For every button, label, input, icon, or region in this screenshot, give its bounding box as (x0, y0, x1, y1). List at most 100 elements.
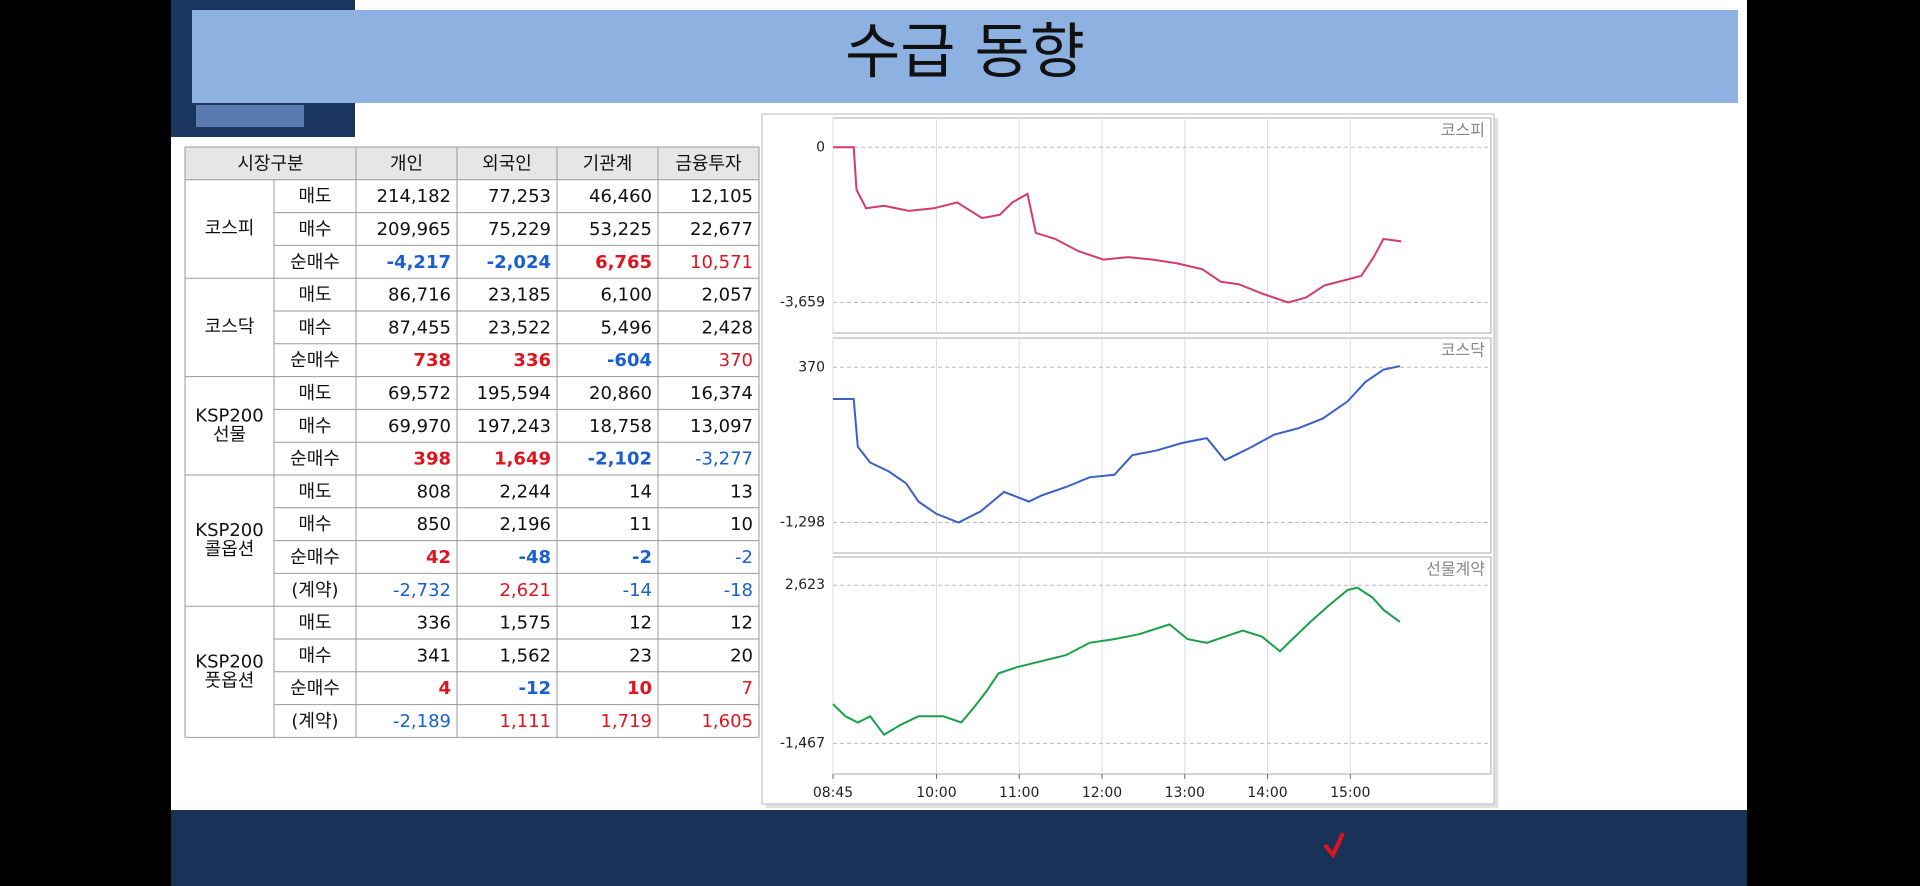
table-cell: -3,277 (695, 449, 753, 470)
plot-frame (832, 337, 1492, 554)
group-name: KSP200 (195, 651, 263, 672)
table-cell: 197,243 (477, 416, 551, 437)
table-cell: 1,649 (494, 449, 551, 470)
x-tick-label: 12:00 (1082, 785, 1122, 801)
row-label: 매도 (298, 481, 331, 502)
table-cell: 75,229 (488, 219, 551, 240)
row-label: 매수 (298, 219, 331, 240)
table-cell: 53,225 (589, 219, 652, 240)
footer-band (171, 810, 1747, 886)
table-cell: 16,374 (690, 383, 753, 404)
table-cell: 1,111 (499, 711, 551, 732)
table-cell: -4,217 (387, 252, 451, 273)
y-tick-label: -1,467 (780, 735, 825, 751)
table-cell: 1,719 (600, 711, 652, 732)
y-tick-label: 0 (816, 139, 825, 155)
table-cell: 10,571 (690, 252, 753, 273)
table-cell: 1,562 (499, 645, 551, 666)
table-cell: -2,102 (588, 449, 652, 470)
x-tick-label: 11:00 (999, 785, 1039, 801)
table-cell: 86,716 (388, 285, 451, 306)
table-cell: 69,572 (388, 383, 451, 404)
table-cell: 336 (417, 613, 451, 634)
table-cell: 195,594 (477, 383, 551, 404)
table-cell: -2,189 (393, 711, 451, 732)
header-cell: 개인 (390, 153, 423, 174)
table-cell: 336 (513, 350, 551, 371)
table-cell: 23 (629, 645, 652, 666)
data-line (833, 146, 1402, 304)
row-label: 순매수 (290, 252, 340, 273)
header-cell: 외국인 (482, 153, 532, 174)
table-cell: 341 (417, 645, 451, 666)
check-mark (1323, 832, 1345, 859)
table-cell: -2,024 (487, 252, 551, 273)
table-cell: 1,605 (701, 711, 753, 732)
table-cell: 18,758 (589, 416, 652, 437)
table-cell: 808 (417, 481, 451, 502)
row-label: 매도 (298, 186, 331, 207)
row-label: 매수 (298, 645, 331, 666)
row-label: 매수 (298, 317, 331, 338)
table-cell: 5,496 (600, 317, 652, 338)
header-cell: 기관계 (583, 153, 633, 174)
title-banner (192, 10, 1738, 103)
data-line (832, 586, 1401, 737)
table-cell: 370 (719, 350, 753, 371)
table-cell: 22,677 (690, 219, 753, 240)
table-cell: -48 (518, 547, 551, 568)
table-cell: 12 (730, 613, 753, 634)
table-cell: 2,428 (701, 317, 753, 338)
plot-frame (832, 117, 1492, 334)
table-header-bg (185, 147, 759, 180)
group-name: 풋옵션 (205, 670, 255, 691)
table-cell: 6,765 (595, 252, 652, 273)
row-label: 순매수 (290, 350, 340, 371)
table-cell: 12 (629, 613, 652, 634)
chart-title: 코스닥 (1441, 341, 1485, 360)
table-cell: 10 (627, 678, 652, 699)
table-cell: 214,182 (377, 186, 451, 207)
table-cell: 209,965 (377, 219, 451, 240)
row-label: 순매수 (290, 678, 340, 699)
table-cell: 87,455 (388, 317, 451, 338)
table-cell: 13,097 (690, 416, 753, 437)
corner-blur (196, 105, 304, 127)
row-label: (계약) (291, 580, 338, 601)
group-name: 코스닥 (205, 316, 255, 337)
table-cell: 11 (629, 514, 652, 535)
table-cell: 77,253 (488, 186, 551, 207)
plot-frame (832, 556, 1492, 775)
group-name: 콜옵션 (205, 539, 255, 560)
table-cell: 20,860 (589, 383, 652, 404)
row-label: 매도 (298, 285, 331, 306)
table-cell: 14 (629, 481, 652, 502)
y-tick-label: 370 (798, 359, 825, 375)
header-cell: 금융투자 (675, 153, 742, 174)
y-tick-label: -3,659 (780, 294, 825, 310)
row-label: 매도 (298, 613, 331, 634)
table-cell: -2 (632, 547, 652, 568)
table-cell: -18 (724, 580, 753, 601)
table-cell: 20 (730, 645, 753, 666)
x-tick-label: 08:45 (813, 785, 853, 801)
table-cell: 6,100 (600, 285, 652, 306)
table-cell: 69,970 (388, 416, 451, 437)
table-cell: -604 (607, 350, 652, 371)
table-cell: 2,244 (499, 481, 551, 502)
table-cell: -12 (518, 678, 551, 699)
data-line (833, 365, 1401, 524)
table-cell: 1,575 (499, 613, 551, 634)
group-name: 선물 (213, 424, 246, 445)
table-cell: 12,105 (690, 186, 753, 207)
row-label: 매수 (298, 514, 331, 535)
table-cell: 850 (417, 514, 451, 535)
x-tick-label: 15:00 (1330, 785, 1370, 801)
table-cell: -2,732 (393, 580, 451, 601)
table-cell: 2,057 (701, 285, 753, 306)
row-label: 매수 (298, 416, 331, 437)
x-tick-label: 13:00 (1165, 785, 1205, 801)
table-cell: 10 (730, 514, 753, 535)
table-cell: 42 (426, 547, 451, 568)
